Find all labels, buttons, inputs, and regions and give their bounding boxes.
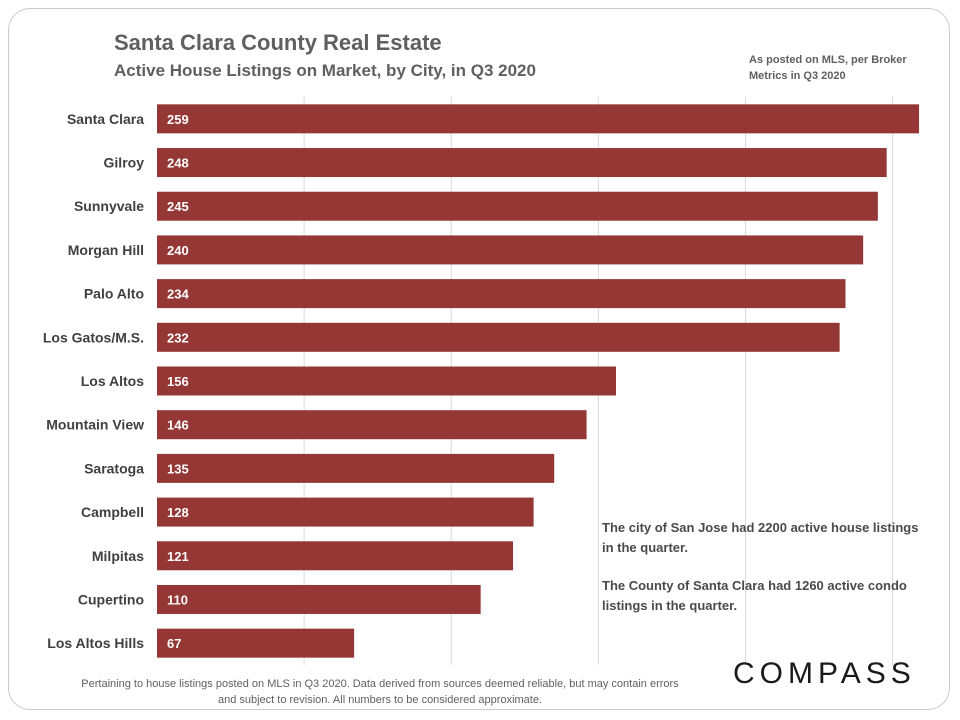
san-jose-note: The city of San Jose had 2200 active hou…: [602, 520, 919, 555]
compass-logo: COMPASS: [733, 657, 916, 690]
bar-milpitas: [157, 541, 514, 571]
bar-gilroy: [157, 148, 887, 178]
category-label: Morgan Hill: [68, 242, 144, 258]
bar-santa-clara: [157, 104, 920, 134]
value-label: 248: [167, 156, 189, 171]
bar-palo-alto: [157, 279, 846, 309]
bar-cupertino: [157, 584, 481, 614]
bar-los-gatos-m-s-: [157, 322, 840, 352]
disclaimer: Pertaining to house listings posted on M…: [81, 678, 679, 706]
category-label: Cupertino: [78, 591, 144, 607]
bar-sunnyvale: [157, 191, 878, 221]
value-label: 232: [167, 330, 189, 345]
category-label: Sunnyvale: [74, 198, 144, 214]
category-label: Los Altos: [81, 373, 144, 389]
value-label: 240: [167, 243, 189, 258]
condo-note: The County of Santa Clara had 1260 activ…: [602, 578, 907, 613]
value-label: 110: [167, 592, 188, 607]
chart-subtitle: Active House Listings on Market, by City…: [114, 61, 536, 80]
bar-los-altos: [157, 366, 616, 396]
category-label: Santa Clara: [67, 111, 144, 127]
category-label: Mountain View: [46, 417, 144, 433]
category-label: Los Altos Hills: [47, 635, 144, 651]
value-label: 67: [167, 636, 181, 651]
bar-saratoga: [157, 453, 555, 483]
value-label: 259: [167, 112, 189, 127]
category-label: Gilroy: [104, 155, 145, 171]
value-label: 128: [167, 505, 189, 520]
category-label: Campbell: [81, 504, 144, 520]
value-label: 156: [167, 374, 189, 389]
bar-los-altos-hills: [157, 628, 355, 658]
value-label: 245: [167, 199, 189, 214]
bar-morgan-hill: [157, 235, 864, 265]
category-label: Los Gatos/M.S.: [43, 329, 144, 345]
value-label: 121: [167, 549, 189, 564]
value-label: 234: [167, 287, 189, 302]
category-label: Palo Alto: [84, 286, 144, 302]
bar-campbell: [157, 497, 534, 527]
category-label: Saratoga: [84, 460, 144, 476]
category-label: Milpitas: [92, 548, 144, 564]
chart-title: Santa Clara County Real Estate: [114, 30, 442, 55]
bar-mountain-view: [157, 410, 587, 440]
value-label: 135: [167, 461, 189, 476]
value-label: 146: [167, 418, 189, 433]
source-note: As posted on MLS, per Broker Metrics in …: [749, 54, 907, 82]
